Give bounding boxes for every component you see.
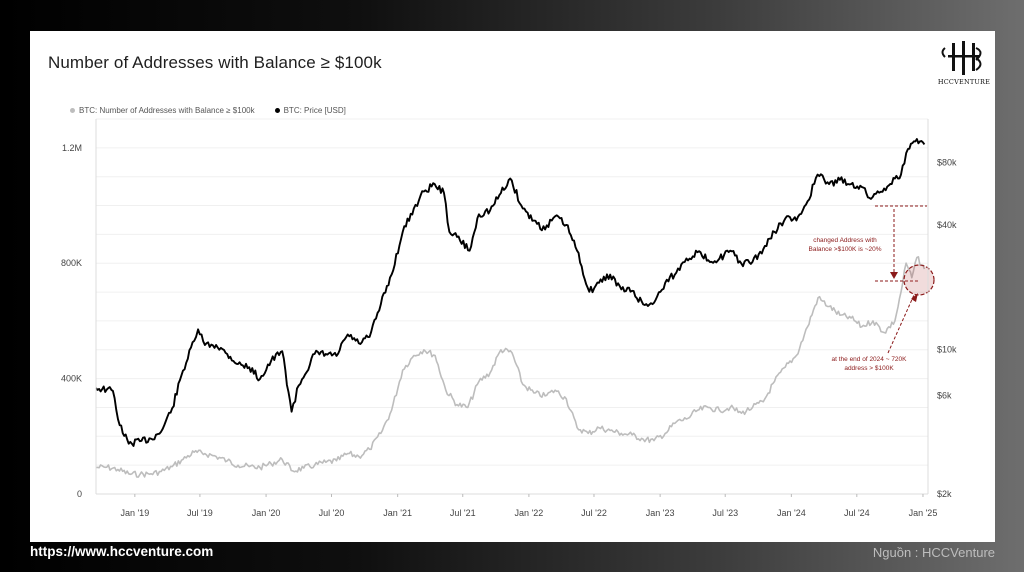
- annotation-pointer-line: [887, 294, 915, 354]
- chart-title: Number of Addresses with Balance ≥ $100k: [48, 53, 382, 72]
- y-left-tick-label: 1.2M: [62, 143, 82, 153]
- annotation-arrow-head: [890, 272, 898, 279]
- annotation-change-text: changed Address with Balance >$100K is ~…: [802, 237, 888, 254]
- annotation-change-box: changed Address with Balance >$100K is ~…: [802, 237, 888, 254]
- x-tick-label: Jul '20: [319, 508, 345, 518]
- y-left-tick-label: 0: [77, 489, 82, 499]
- x-tick-label: Jul '21: [450, 508, 476, 518]
- y-right-tick-label: $40k: [937, 220, 957, 230]
- chart-plot-area: changed Address with Balance >$100K is ~…: [61, 118, 957, 518]
- x-tick-label: Jul '23: [712, 508, 738, 518]
- x-tick-label: Jan '23: [646, 508, 675, 518]
- logo-text: HCCVENTURE: [937, 78, 991, 86]
- legend-swatch-price: [274, 108, 280, 113]
- y-right-tick-label: $2k: [937, 489, 952, 499]
- x-tick-label: Jul '24: [844, 508, 870, 518]
- x-tick-label: Jan '24: [777, 508, 806, 518]
- x-tick-label: Jul '22: [581, 508, 607, 518]
- y-left-tick-label: 800K: [61, 258, 82, 268]
- annotation-pointer-head: [911, 293, 918, 302]
- x-tick-label: Jan '19: [120, 508, 149, 518]
- legend-item-addresses: BTC: Number of Addresses with Balance ≥ …: [70, 106, 255, 115]
- y-left-tick-label: 400K: [61, 374, 82, 384]
- source-note: Nguồn : HCCVenture: [872, 545, 995, 560]
- annotation-endyear-text: at the end of 2024 ~ 720K address > $100…: [831, 356, 907, 372]
- x-tick-label: Jul '19: [187, 508, 213, 518]
- annotation-endyear-box: at the end of 2024 ~ 720K address > $100…: [831, 356, 907, 372]
- legend-item-price: BTC: Price [USD]: [274, 106, 346, 115]
- y-right-tick-label: $10k: [937, 344, 957, 354]
- x-tick-label: Jan '22: [515, 508, 544, 518]
- chart-legend: BTC: Number of Addresses with Balance ≥ …: [70, 106, 346, 115]
- legend-label-addresses: BTC: Number of Addresses with Balance ≥ …: [79, 106, 255, 115]
- price-series-line: [95, 138, 926, 447]
- annotation-highlight-circle: [903, 264, 935, 296]
- annotation-layer: changed Address with Balance >$100K is ~…: [802, 205, 935, 372]
- y-right-tick-label: $80k: [937, 158, 957, 168]
- addresses-series-line: [95, 256, 926, 478]
- price-series-layer: [95, 138, 926, 447]
- website-url: https://www.hccventure.com: [30, 544, 214, 559]
- x-tick-label: Jan '21: [383, 508, 412, 518]
- hccventure-logo-icon: [941, 41, 982, 75]
- x-tick-label: Jan '20: [252, 508, 281, 518]
- legend-label-price: BTC: Price [USD]: [283, 106, 346, 115]
- chart-card: Number of Addresses with Balance ≥ $100k…: [30, 31, 995, 542]
- x-tick-label: Jan '25: [909, 508, 938, 518]
- grid-layer: [96, 118, 928, 495]
- axis-layer: 0 400K 800K 1.2M $2k $6k $10k $40k $80k Jan '19 Ju…: [61, 119, 957, 518]
- hccventure-logo: HCCVENTURE: [936, 40, 992, 88]
- y-right-tick-label: $6k: [937, 390, 952, 400]
- legend-swatch-addresses: [70, 108, 75, 113]
- addresses-series-layer: [95, 256, 926, 478]
